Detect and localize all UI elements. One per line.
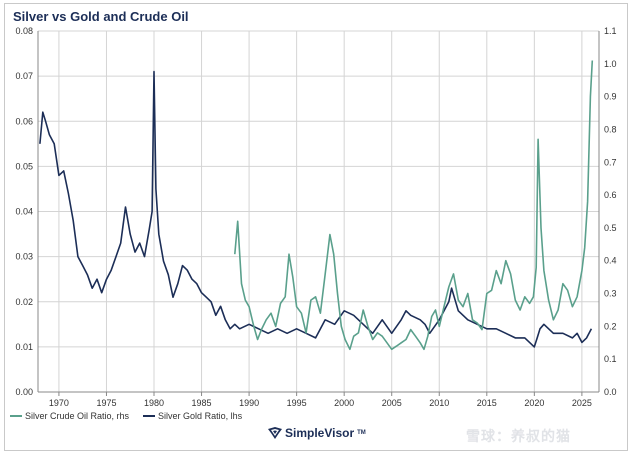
x-tick-label: 1975 <box>96 398 116 408</box>
brand-name: SimpleVisor <box>285 426 355 440</box>
y-left-tick-label: 0.07 <box>15 71 33 81</box>
y-right-tick-label: 0.0 <box>604 387 617 397</box>
y-right-tick-label: 1.1 <box>604 26 617 36</box>
x-tick-label: 2000 <box>334 398 354 408</box>
y-left-tick-label: 0.05 <box>15 161 33 171</box>
legend-label-oil: Silver Crude Oil Ratio, rhs <box>25 411 130 421</box>
y-right-tick-label: 0.3 <box>604 289 617 299</box>
chart-frame <box>4 3 628 451</box>
x-tick-label: 1990 <box>239 398 259 408</box>
legend-label-gold: Silver Gold Ratio, lhs <box>158 411 243 421</box>
x-tick-label: 1970 <box>49 398 69 408</box>
series-line-silver-oil <box>234 60 594 351</box>
chart-legend: Silver Crude Oil Ratio, rhs Silver Gold … <box>10 411 242 421</box>
watermark: 雪球：养叔的猫 <box>466 429 571 445</box>
legend-item-gold: Silver Gold Ratio, lhs <box>143 411 242 421</box>
simplevisor-logo: SimpleVisor TM <box>268 426 366 440</box>
y-right-tick-label: 1.0 <box>604 59 617 69</box>
x-tick-label: 2005 <box>382 398 402 408</box>
y-left-tick-label: 0.01 <box>15 342 33 352</box>
y-left-tick-label: 0.08 <box>15 26 33 36</box>
x-tick-label: 1985 <box>192 398 212 408</box>
x-tick-label: 2015 <box>477 398 497 408</box>
x-tick-label: 2025 <box>572 398 592 408</box>
eagle-icon <box>268 427 282 439</box>
y-right-tick-label: 0.5 <box>604 223 617 233</box>
legend-swatch-oil <box>10 415 22 417</box>
brand-trademark: TM <box>357 430 366 436</box>
series-line-silver-gold <box>39 70 593 348</box>
y-right-tick-label: 0.6 <box>604 190 617 200</box>
x-tick-label: 1980 <box>144 398 164 408</box>
y-right-tick-label: 0.8 <box>604 124 617 134</box>
y-right-tick-label: 0.2 <box>604 321 617 331</box>
x-tick-label: 2020 <box>524 398 544 408</box>
y-left-tick-label: 0.06 <box>15 116 33 126</box>
legend-item-oil: Silver Crude Oil Ratio, rhs <box>10 411 129 421</box>
y-left-tick-label: 0.00 <box>15 387 33 397</box>
y-right-tick-label: 0.7 <box>604 157 617 167</box>
x-tick-label: 1995 <box>287 398 307 408</box>
line-chart: 0.00 0.01 0.02 0.03 0.04 0.05 0.06 0.07 0.08 0.0 0… <box>15 26 617 408</box>
chart-title: Silver vs Gold and Crude Oil <box>13 9 189 24</box>
y-right-tick-label: 0.9 <box>604 92 617 102</box>
y-left-tick-label: 0.02 <box>15 297 33 307</box>
legend-swatch-gold <box>143 415 156 417</box>
y-right-tick-label: 0.4 <box>604 256 617 266</box>
y-left-tick-label: 0.03 <box>15 252 33 262</box>
y-right-tick-label: 0.1 <box>604 354 617 364</box>
y-left-tick-label: 0.04 <box>15 207 33 217</box>
x-tick-label: 2010 <box>429 398 449 408</box>
